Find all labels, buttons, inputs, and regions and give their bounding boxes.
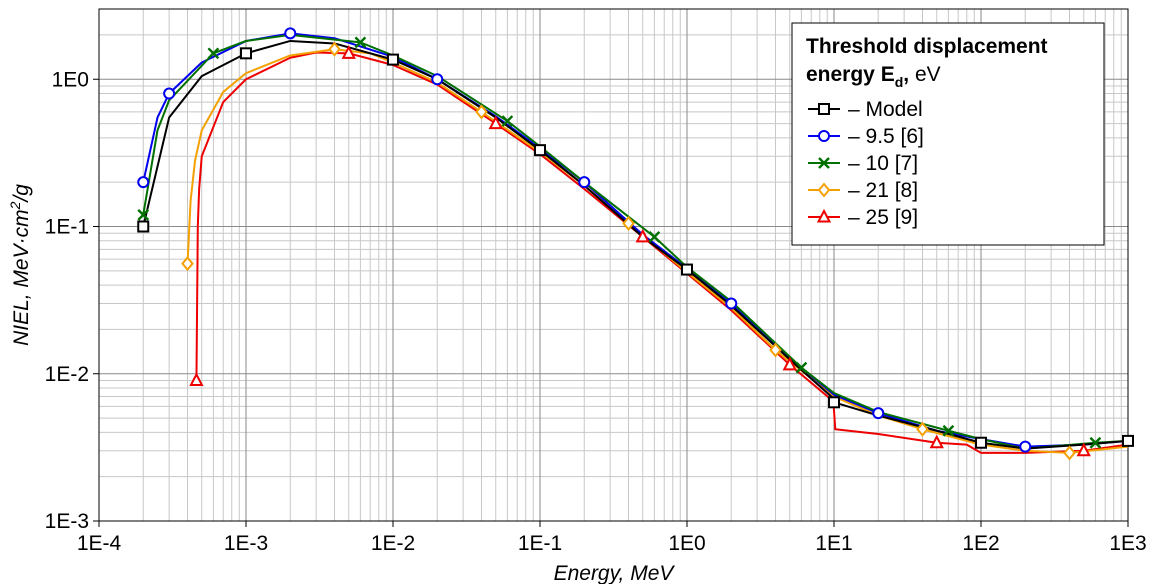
y-tick-label: 1E0	[52, 68, 89, 91]
marker-10-7-stroke-b	[501, 115, 514, 127]
legend-title-comma: ,	[903, 63, 909, 86]
legend: Threshold displacement energy Ed, eV – M…	[791, 22, 1105, 246]
marker-21-8	[181, 256, 194, 272]
marker-10-7	[137, 208, 150, 221]
marker-10-7	[354, 36, 367, 49]
marker-9-5-6	[578, 176, 591, 189]
y-tick-label: 1E-2	[45, 363, 89, 386]
marker-25-9	[189, 372, 204, 386]
marker-10-7-stroke-b	[648, 231, 661, 243]
legend-marker-10-7-stroke-b	[818, 157, 830, 169]
legend-label-10-7: – 10 [7]	[848, 152, 918, 175]
marker-21-8	[475, 104, 488, 120]
legend-marker-10-7	[818, 157, 830, 169]
x-tick-label: 1E0	[668, 532, 705, 555]
legend-marker-21-8	[817, 182, 831, 198]
marker-10-7-stroke-b	[354, 36, 367, 49]
x-tick-label: 1E-2	[371, 532, 415, 555]
marker-10-7-stroke-b	[207, 47, 220, 60]
y-axis-ticks: 1E-3 1E-2 1E-1 1E0	[45, 68, 99, 533]
marker-9-5-6	[725, 297, 738, 310]
marker-25-9	[635, 228, 650, 243]
legend-title-energy: energy E	[806, 63, 895, 86]
legend-label-9-5-6: – 9.5 [6]	[848, 125, 924, 148]
y-tick-label: 1E-3	[45, 510, 89, 533]
series-line-25-9	[195, 51, 1129, 454]
marker-21-8	[328, 41, 341, 57]
marker-25-9	[488, 115, 503, 130]
y-axis-title-sup: 2	[7, 201, 23, 210]
legend-label-25-9: – 25 [9]	[848, 206, 918, 229]
marker-model	[681, 263, 693, 276]
legend-marker-9-5-6	[818, 130, 830, 142]
minor-gridlines	[99, 9, 1128, 521]
legend-marker-25-9	[816, 208, 832, 223]
x-tick-label: 1E-3	[224, 532, 268, 555]
marker-21-8	[769, 342, 782, 358]
legend-label-21-8: – 21 [8]	[848, 179, 918, 202]
marker-model	[828, 396, 840, 409]
legend-title-line1: Threshold displacement	[806, 35, 1048, 58]
series-markers	[137, 27, 1134, 461]
marker-10-7-stroke-b	[137, 208, 150, 221]
marker-21-8	[622, 215, 635, 231]
legend-box	[791, 22, 1105, 246]
x-tick-label: 1E1	[815, 532, 852, 555]
legend-title-unit: eV	[909, 63, 941, 86]
legend-entries: – Model – 9.5 [6] – 10 [7] – 21 [8] – 25 [9]	[808, 98, 924, 229]
marker-10-7	[648, 231, 661, 243]
y-tick-label: 1E-1	[45, 216, 89, 239]
marker-25-9	[341, 45, 356, 59]
legend-label-model: – Model	[848, 98, 923, 121]
marker-10-7	[207, 47, 220, 60]
x-axis-ticks: 1E-4 1E-3 1E-2 1E-1 1E0 1E1 1E2 1E3	[77, 521, 1147, 555]
marker-10-7-stroke-b	[942, 424, 955, 437]
x-tick-label: 1E-4	[77, 532, 122, 555]
marker-model	[975, 436, 987, 449]
marker-10-7-stroke-b	[795, 361, 808, 374]
marker-9-5-6	[872, 407, 885, 420]
marker-25-9	[929, 434, 944, 449]
marker-model	[1122, 434, 1134, 447]
marker-9-5-6	[284, 27, 297, 40]
marker-9-5-6	[431, 73, 444, 86]
legend-title-subscript: d	[895, 74, 904, 90]
marker-21-8	[916, 421, 929, 437]
legend-marker-model	[818, 103, 830, 115]
marker-10-7-stroke-b	[1089, 436, 1102, 449]
marker-9-5-6	[163, 87, 176, 100]
marker-25-9	[782, 356, 797, 371]
x-axis-title: Energy, MeV	[554, 562, 676, 584]
x-tick-label: 1E3	[1109, 532, 1146, 555]
x-tick-label: 1E-1	[518, 532, 562, 555]
legend-title-line2: energy Ed, eV	[806, 63, 941, 90]
marker-model	[137, 220, 150, 233]
marker-10-7	[795, 361, 808, 374]
plot-area-frame	[98, 8, 1129, 522]
marker-9-5-6	[137, 176, 150, 189]
marker-21-8	[1063, 445, 1076, 461]
y-axis-title: NIEL, MeV·cm2/g	[7, 184, 33, 346]
marker-model	[240, 47, 252, 60]
marker-25-9	[1076, 442, 1091, 457]
y-axis-title-end: /g	[10, 184, 33, 204]
marker-10-7	[501, 115, 514, 127]
marker-model	[534, 144, 546, 157]
marker-10-7	[1089, 436, 1102, 449]
x-tick-label: 1E2	[962, 532, 999, 555]
marker-model	[387, 53, 399, 66]
y-axis-title-main: NIEL, MeV·cm	[10, 209, 33, 346]
marker-9-5-6	[1019, 440, 1032, 453]
marker-10-7	[942, 424, 955, 437]
